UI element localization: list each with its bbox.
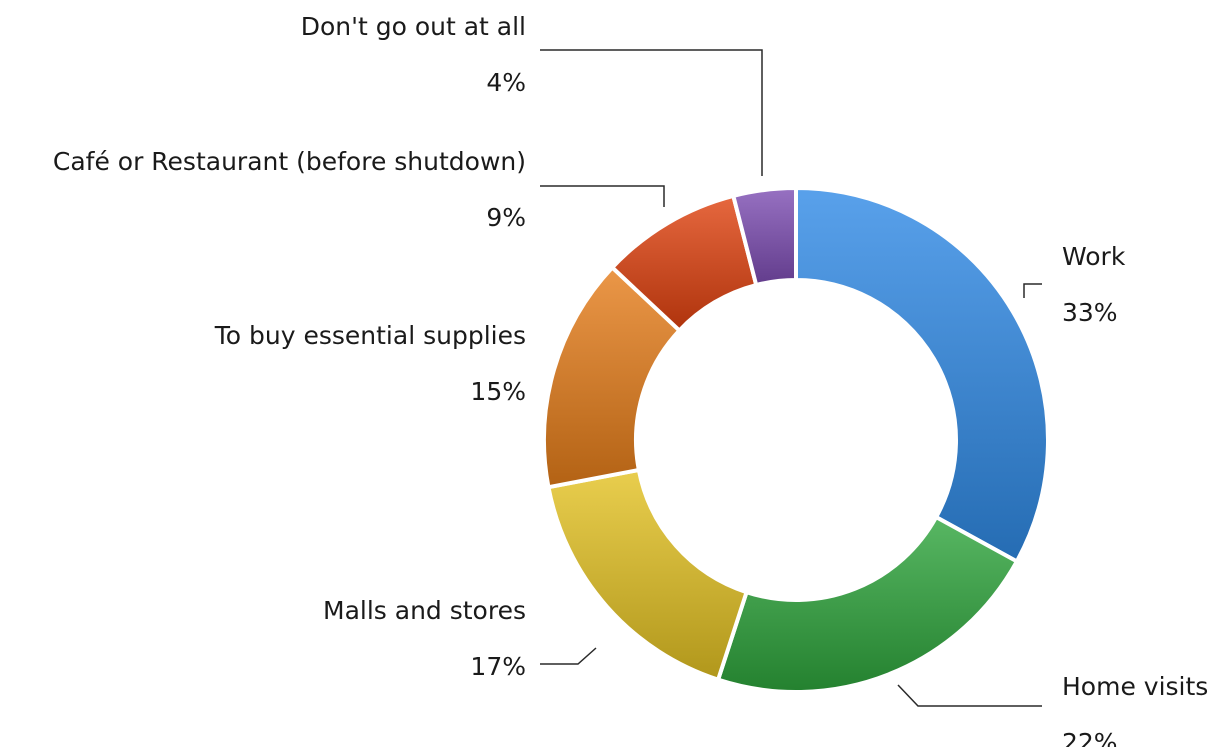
leader-line-don-t-go-out-at-all	[540, 49, 763, 176]
slice-work	[794, 186, 1050, 564]
value-label-caf-or-restaurant-before-shutdown: 9%	[486, 203, 526, 232]
category-label-don-t-go-out-at-all: Don't go out at all	[301, 12, 526, 41]
category-label-caf-or-restaurant-before-shutdown: Café or Restaurant (before shutdown)	[53, 147, 526, 176]
slice-don-t-go-out-at-all	[731, 186, 798, 288]
leader-line-malls-and-stores	[540, 647, 597, 665]
value-label-don-t-go-out-at-all: 4%	[486, 68, 526, 97]
leader-line-home-visits	[897, 684, 1042, 707]
category-label-malls-and-stores: Malls and stores	[323, 596, 526, 625]
value-label-work: 33%	[1062, 298, 1118, 327]
category-label-work: Work	[1062, 242, 1126, 271]
leader-lines-group	[540, 49, 1042, 707]
leader-line-work	[1023, 283, 1042, 298]
category-label-home-visits: Home visits	[1062, 672, 1208, 701]
slice-home-visits	[716, 515, 1019, 694]
leader-line-caf-or-restaurant-before-shutdown	[540, 185, 665, 207]
category-label-to-buy-essential-supplies: To buy essential supplies	[214, 321, 526, 350]
value-label-malls-and-stores: 17%	[470, 652, 526, 681]
value-label-to-buy-essential-supplies: 15%	[470, 377, 526, 406]
value-label-home-visits: 22%	[1062, 728, 1118, 747]
labels-group: Work 33% Home visits 22% Malls and stores 17%…	[53, 12, 1208, 747]
slices-group	[542, 186, 1050, 694]
slice-malls-and-stores	[546, 467, 749, 682]
